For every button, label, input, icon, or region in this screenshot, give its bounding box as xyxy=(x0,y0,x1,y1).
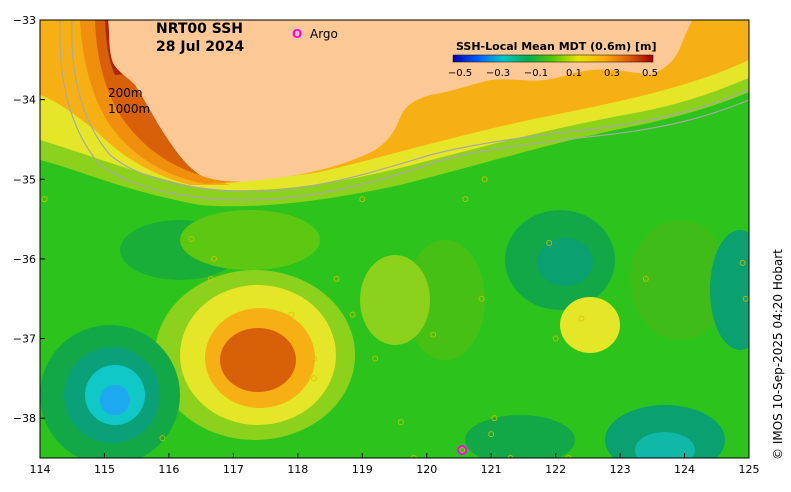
ssh-patch-east-low xyxy=(710,230,749,350)
argo-float-marker xyxy=(742,295,749,302)
x-tick-label: 125 xyxy=(739,463,760,476)
argo-float-marker xyxy=(188,236,195,242)
argo-float-marker xyxy=(310,375,317,382)
cold-patch-se-core xyxy=(635,432,695,458)
argo-legend-symbol: O xyxy=(292,27,302,41)
colorbar: SSH-Local Mean MDT (0.6m) [m] −0.5 −0.3 −0… xyxy=(448,40,658,79)
argo-floats xyxy=(41,76,749,458)
argo-float-marker xyxy=(491,415,498,422)
y-tick-label: −38 xyxy=(13,412,36,425)
argo-float-marker xyxy=(578,315,585,322)
argo-float-marker xyxy=(481,176,488,183)
argo-float-marker xyxy=(410,455,417,458)
y-tick-label: −35 xyxy=(13,173,36,186)
x-axis: 114 115 116 117 118 119 120 121 122 123 124 125 xyxy=(30,453,760,476)
cold-patch-se xyxy=(605,405,725,458)
argo-float-marker xyxy=(565,455,572,458)
colorbar-tick-label: −0.1 xyxy=(524,68,548,79)
argo-float-marker xyxy=(430,331,437,338)
argo-float-marker xyxy=(69,76,76,83)
ssh-light-patch-2 xyxy=(405,240,485,360)
colorbar-tick-label: 0.5 xyxy=(642,68,658,79)
isobath-label-200m: 200m xyxy=(108,86,143,100)
y-tick-label: −36 xyxy=(13,253,36,266)
argo-float-marker xyxy=(507,455,514,458)
colorbar-bar xyxy=(452,54,654,63)
plot-area xyxy=(40,20,749,458)
argo-float-marker xyxy=(288,311,295,318)
argo-float-marker xyxy=(546,239,553,246)
x-tick-label: 117 xyxy=(223,463,244,476)
x-tick-label: 121 xyxy=(481,463,502,476)
argo-float-marker xyxy=(372,355,379,362)
argo-float-marker xyxy=(459,447,466,454)
argo-float-marker xyxy=(41,196,48,203)
argo-float-marker xyxy=(333,275,340,282)
argo-float-marker xyxy=(478,295,485,302)
ssh-light-patch-1 xyxy=(180,210,320,270)
ssh-low-east-core xyxy=(537,238,593,286)
argo-float-marker xyxy=(462,196,469,203)
x-tick-label: 115 xyxy=(94,463,115,476)
warm-patch-122 xyxy=(560,297,620,353)
x-tick-label: 118 xyxy=(287,463,308,476)
colorbar-ticks: −0.5 −0.3 −0.1 0.1 0.3 0.5 xyxy=(448,68,658,79)
x-tick-label: 119 xyxy=(352,463,373,476)
argo-float-marker xyxy=(397,419,404,426)
y-tick-label: −33 xyxy=(13,14,36,27)
x-tick-label: 116 xyxy=(158,463,179,476)
product-title: NRT00 SSH xyxy=(156,21,243,37)
argo-float-marker xyxy=(359,196,366,203)
isobath-200m xyxy=(71,20,749,193)
argo-float-marker xyxy=(739,259,746,266)
warm-patch-120 xyxy=(360,255,430,345)
argo-float-marker xyxy=(207,275,214,282)
colorbar-tick-label: −0.5 xyxy=(448,68,472,79)
date-title: 28 Jul 2024 xyxy=(156,39,244,55)
argo-float-marker xyxy=(642,275,649,282)
argo-float-marker xyxy=(159,435,166,442)
x-tick-label: 120 xyxy=(416,463,437,476)
y-tick-label: −37 xyxy=(13,333,36,346)
credit-text: © IMOS 10-Sep-2025 04:20 Hobart xyxy=(771,249,785,460)
colorbar-tick-label: 0.3 xyxy=(604,68,620,79)
x-tick-label: 122 xyxy=(545,463,566,476)
colorbar-tick-label: −0.3 xyxy=(486,68,510,79)
argo-float-marker xyxy=(349,311,356,318)
argo-float-marker xyxy=(310,355,317,362)
ssh-light-patch-3 xyxy=(630,220,730,340)
x-tick-label: 124 xyxy=(674,463,695,476)
isobath-label-1000m: 1000m xyxy=(108,102,150,116)
x-tick-label: 114 xyxy=(30,463,51,476)
colorbar-tick-label: 0.1 xyxy=(566,68,582,79)
cold-eddy-core xyxy=(100,385,130,415)
cold-patch-s xyxy=(465,415,575,458)
colorbar-title: SSH-Local Mean MDT (0.6m) [m] xyxy=(456,40,656,53)
argo-float-marker xyxy=(552,335,559,342)
warm-eddy-core xyxy=(220,328,296,392)
argo-float-highlight xyxy=(457,445,468,456)
plot-frame xyxy=(39,19,750,459)
argo-float-marker xyxy=(211,255,218,262)
y-axis: −33 −34 −35 −36 −37 −38 xyxy=(13,14,45,425)
argo-legend-label: Argo xyxy=(310,27,338,41)
x-tick-label: 123 xyxy=(610,463,631,476)
isobath-1000m xyxy=(59,20,749,201)
argo-float-marker xyxy=(488,431,495,438)
y-tick-label: −34 xyxy=(13,94,36,107)
